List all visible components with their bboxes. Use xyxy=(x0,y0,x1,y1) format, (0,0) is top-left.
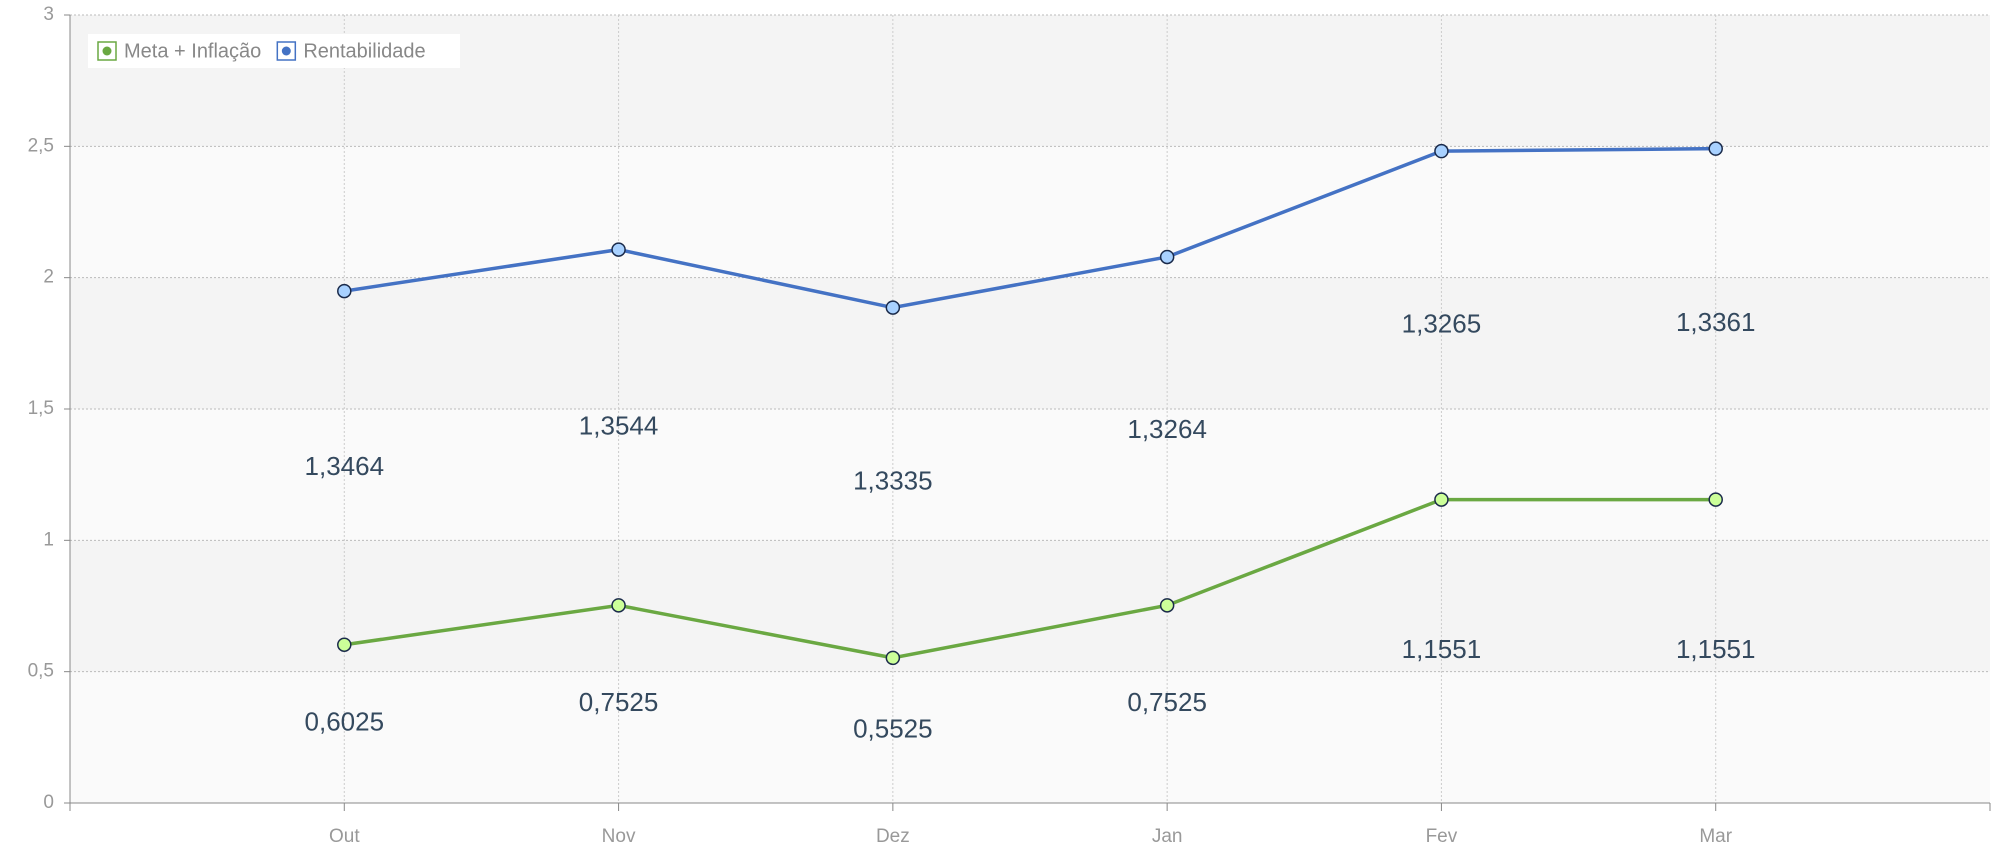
series-line xyxy=(344,146,1716,310)
data-point xyxy=(885,300,901,315)
plot-band xyxy=(70,671,1990,803)
data-label: 1,3265 xyxy=(1402,308,1482,338)
data-point xyxy=(337,283,352,299)
y-tick-label: 2 xyxy=(43,267,54,288)
data-label: 1,3335 xyxy=(853,466,933,496)
x-tick-label: Nov xyxy=(602,826,636,847)
data-point xyxy=(1434,492,1449,507)
legend-label: Meta + Inflação xyxy=(124,40,261,62)
plot-band xyxy=(70,409,1990,541)
plot-band xyxy=(70,146,1990,278)
data-label: 0,5525 xyxy=(853,713,933,743)
data-label: 1,3464 xyxy=(305,451,385,481)
data-point xyxy=(611,598,626,613)
data-point xyxy=(885,650,901,666)
data-point xyxy=(1434,143,1449,159)
data-label: 1,1551 xyxy=(1676,634,1756,664)
data-point xyxy=(1159,598,1175,613)
legend-dot xyxy=(102,46,112,56)
plot-band xyxy=(70,540,1990,672)
x-tick-label: Out xyxy=(329,826,360,847)
data-point xyxy=(337,637,352,652)
x-tick-label: Fev xyxy=(1426,826,1458,847)
series-line xyxy=(344,497,1716,660)
legend: Meta + Inflação Rentabilidade xyxy=(88,34,460,68)
data-label: 0,6025 xyxy=(305,707,385,737)
data-label: 1,3264 xyxy=(1127,414,1207,444)
x-tick-label: Mar xyxy=(1699,826,1732,847)
plot-band xyxy=(70,277,1990,409)
y-tick-label: 0 xyxy=(43,792,54,813)
x-tick-label: Jan xyxy=(1152,826,1183,847)
x-tick-label: Dez xyxy=(876,826,910,847)
data-point xyxy=(1159,249,1175,265)
data-label: 0,7525 xyxy=(1127,687,1207,717)
data-point xyxy=(1708,492,1723,507)
y-tick-label: 0,5 xyxy=(28,661,54,682)
legend-label: Rentabilidade xyxy=(303,40,425,62)
y-tick-label: 1,5 xyxy=(28,398,54,419)
data-point xyxy=(611,242,626,257)
legend-bg xyxy=(88,34,460,68)
data-label: 1,3544 xyxy=(579,410,659,440)
y-tick-label: 2,5 xyxy=(28,135,54,156)
data-point xyxy=(1708,141,1723,156)
legend-dot xyxy=(281,46,291,56)
data-label: 1,1551 xyxy=(1402,634,1482,664)
y-tick-label: 3 xyxy=(43,4,54,25)
data-label: 1,3361 xyxy=(1676,307,1756,337)
y-tick-label: 1 xyxy=(43,529,54,550)
data-label: 0,7525 xyxy=(579,687,659,717)
